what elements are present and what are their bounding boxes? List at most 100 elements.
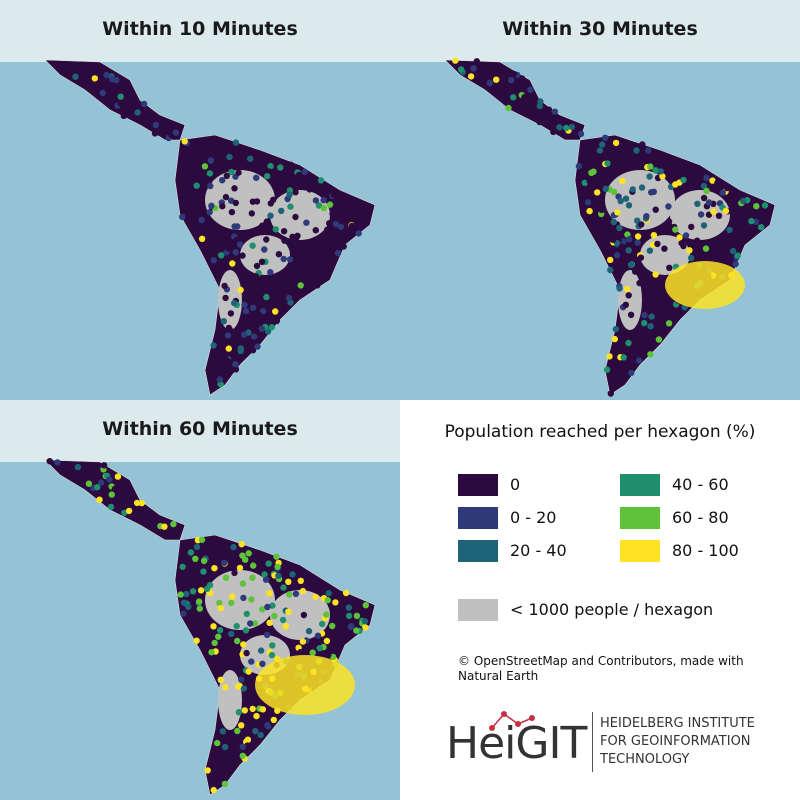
hexagon bbox=[235, 683, 242, 690]
hexagon bbox=[652, 167, 659, 174]
hexagon bbox=[275, 251, 283, 258]
logo-dot bbox=[529, 715, 535, 721]
hexagon bbox=[234, 637, 241, 645]
hexagon bbox=[230, 353, 238, 361]
hexagon bbox=[259, 222, 266, 229]
hexagon bbox=[224, 646, 232, 654]
hexagon bbox=[249, 198, 257, 205]
hexagon bbox=[180, 599, 188, 606]
hexagon bbox=[204, 767, 211, 774]
hexagon bbox=[740, 208, 747, 215]
hexagon bbox=[222, 574, 230, 581]
hexagon bbox=[586, 178, 593, 185]
hexagon bbox=[594, 189, 601, 196]
hexagon bbox=[586, 207, 593, 215]
hexagon bbox=[362, 602, 369, 609]
hexagon bbox=[74, 463, 82, 471]
hexagon bbox=[141, 100, 148, 108]
hexagon bbox=[353, 627, 360, 634]
hexagon bbox=[611, 335, 618, 343]
hexagon bbox=[342, 589, 350, 597]
hexagon bbox=[222, 684, 229, 691]
hexagon bbox=[312, 227, 319, 234]
hexagon bbox=[215, 633, 222, 640]
hexagon bbox=[584, 149, 591, 156]
hexagon bbox=[636, 279, 643, 287]
hexagon bbox=[703, 187, 710, 195]
hexagon bbox=[638, 221, 645, 228]
hexagon bbox=[117, 99, 124, 107]
hexagon bbox=[264, 173, 271, 180]
title-band bbox=[400, 0, 800, 62]
hexagon bbox=[521, 94, 528, 101]
hexagon bbox=[607, 266, 614, 274]
hexagon bbox=[208, 202, 215, 209]
hexagon bbox=[292, 189, 299, 196]
hexagon bbox=[216, 599, 223, 607]
legend-label: 20 - 40 bbox=[510, 541, 567, 560]
hexagon bbox=[262, 576, 270, 583]
hexagon bbox=[261, 571, 268, 578]
hexagon bbox=[289, 571, 296, 578]
reach-area bbox=[665, 261, 745, 309]
hexagon bbox=[637, 329, 644, 336]
logo-text: TECHNOLOGY bbox=[600, 752, 690, 767]
hexagon bbox=[590, 168, 597, 175]
hexagon bbox=[245, 550, 252, 557]
hexagon bbox=[263, 293, 270, 301]
hexagon bbox=[275, 572, 282, 579]
legend-swatch bbox=[620, 540, 660, 562]
title-band bbox=[0, 0, 400, 62]
hexagon bbox=[280, 255, 287, 263]
hexagon bbox=[286, 256, 294, 263]
hexagon bbox=[504, 97, 511, 105]
hexagon bbox=[353, 612, 361, 619]
hexagon bbox=[623, 360, 630, 368]
hexagon bbox=[650, 232, 658, 239]
hexagon bbox=[457, 66, 465, 73]
hexagon bbox=[251, 620, 259, 627]
hexagon bbox=[287, 203, 294, 210]
hexagon bbox=[272, 308, 279, 315]
hexagon bbox=[639, 141, 646, 148]
hexagon bbox=[179, 563, 186, 570]
hexagon bbox=[355, 230, 362, 237]
hexagon bbox=[271, 612, 278, 620]
logo-dot bbox=[515, 721, 521, 727]
hexagon bbox=[486, 79, 494, 87]
hexagon bbox=[210, 786, 217, 794]
hexagon bbox=[243, 610, 250, 618]
hexagon bbox=[606, 353, 613, 360]
hexagon bbox=[329, 210, 336, 218]
legend-swatch bbox=[458, 540, 498, 562]
hexagon bbox=[493, 76, 500, 83]
hexagon bbox=[103, 71, 110, 79]
hexagon bbox=[267, 269, 274, 276]
hexagon bbox=[610, 218, 617, 226]
hexagon bbox=[252, 727, 259, 735]
hexagon bbox=[305, 627, 313, 635]
hexagon bbox=[268, 651, 276, 659]
hexagon bbox=[637, 254, 645, 261]
hexagon bbox=[252, 273, 260, 280]
hexagon bbox=[634, 217, 641, 224]
hexagon bbox=[248, 596, 255, 603]
hexagon bbox=[625, 202, 633, 209]
hexagon bbox=[177, 591, 184, 598]
hexagon bbox=[222, 294, 229, 302]
hexagon bbox=[665, 320, 673, 327]
hexagon bbox=[297, 649, 304, 656]
hexagon bbox=[249, 705, 256, 713]
hexagon bbox=[287, 161, 294, 168]
hexagon bbox=[326, 201, 334, 208]
legend-label: < 1000 people / hexagon bbox=[510, 600, 714, 619]
hexagon bbox=[300, 246, 307, 254]
hexagon bbox=[235, 169, 242, 176]
hexagon bbox=[323, 637, 331, 645]
hexagon bbox=[652, 271, 659, 278]
hexagon bbox=[239, 743, 246, 751]
hexagon bbox=[193, 182, 200, 189]
hexagon bbox=[183, 590, 190, 598]
legend-label: 40 - 60 bbox=[672, 475, 729, 494]
hexagon bbox=[193, 637, 200, 644]
